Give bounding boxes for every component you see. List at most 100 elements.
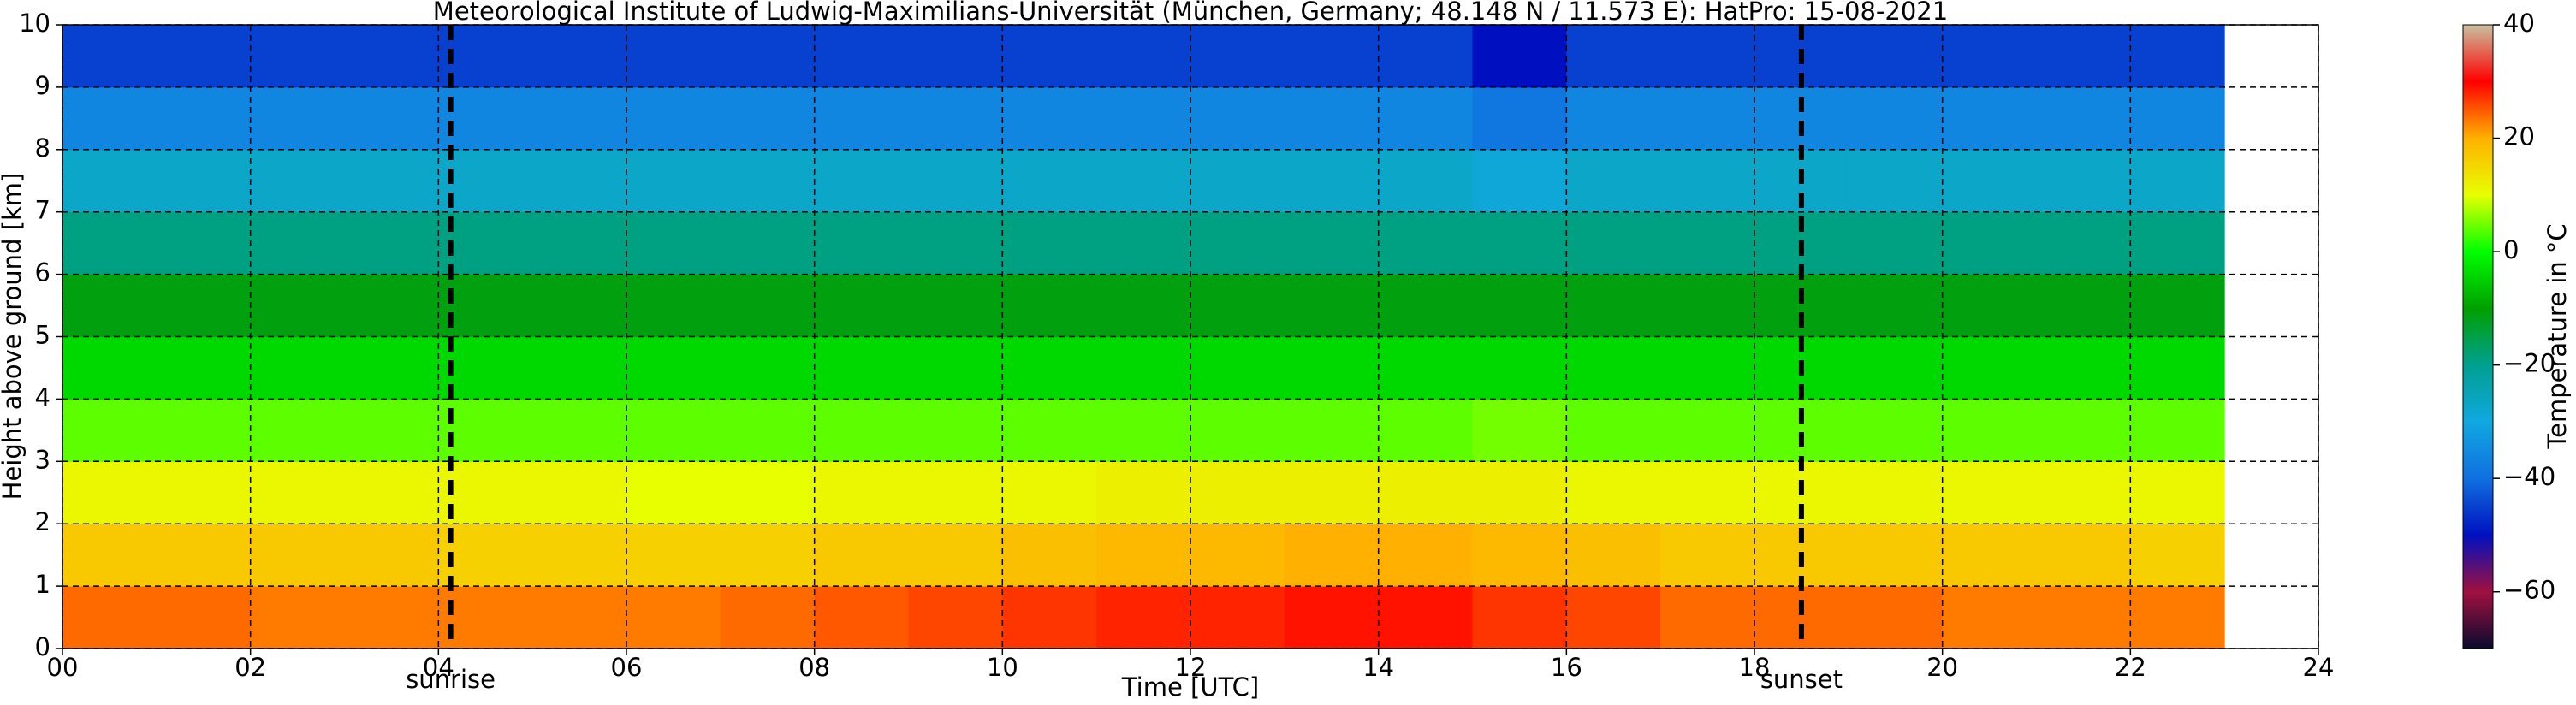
colorbar-label: Temperature in °C <box>2543 223 2572 449</box>
heatmap-cell <box>156 25 252 88</box>
heatmap-cell <box>626 524 721 587</box>
heatmap-cell <box>1096 524 1191 587</box>
heatmap-cell <box>2130 399 2225 462</box>
heatmap-cell <box>1096 25 1191 88</box>
heatmap-cell <box>814 336 909 400</box>
heatmap-cell <box>2130 25 2225 88</box>
heatmap-cell <box>1566 274 1661 337</box>
heatmap-cell <box>1660 524 1755 587</box>
heatmap-cell <box>1002 461 1097 524</box>
heatmap-cell <box>2130 149 2225 213</box>
heatmap-cell <box>626 336 721 400</box>
heatmap-cell <box>1848 149 1944 213</box>
heatmap-cell <box>1190 149 1285 213</box>
heatmap-cell <box>1378 586 1473 649</box>
heatmap-cell <box>438 586 533 649</box>
x-tick-label: 14 <box>1362 653 1394 682</box>
heatmap-cell <box>720 524 816 587</box>
heatmap-cell <box>626 149 721 213</box>
y-tick-label: 6 <box>35 258 50 287</box>
heatmap-cell <box>814 86 909 151</box>
heatmap-cell <box>1378 336 1473 400</box>
heatmap-cell <box>2130 461 2225 524</box>
heatmap-cell <box>1190 336 1285 400</box>
heatmap-cell <box>1660 211 1755 275</box>
heatmap-cell <box>62 211 157 275</box>
heatmap-cell <box>532 336 627 400</box>
y-tick-label: 2 <box>35 507 50 536</box>
y-tick-label: 1 <box>35 570 50 599</box>
heatmap-cell <box>344 586 439 649</box>
heatmap-cell <box>814 399 909 462</box>
heatmap-cell <box>1190 274 1285 337</box>
x-tick-label: 00 <box>47 653 79 682</box>
heatmap-cell <box>1942 336 2037 400</box>
heatmap-cell <box>1284 274 1380 337</box>
heatmap-cell <box>814 25 909 88</box>
heatmap-cell <box>532 274 627 337</box>
heatmap-cell <box>908 399 1003 462</box>
heatmap-cell <box>1472 149 1567 213</box>
heatmap-cell <box>1660 586 1755 649</box>
heatmap-cell <box>1848 274 1944 337</box>
heatmap-cell <box>250 586 345 649</box>
chart-title: Meteorological Institute of Ludwig-Maxim… <box>433 0 1948 26</box>
heatmap-cell <box>532 86 627 151</box>
heatmap-cell <box>250 461 345 524</box>
heatmap-cell <box>2130 211 2225 275</box>
heatmap-cell <box>438 524 533 587</box>
heatmap-cell <box>2130 524 2225 587</box>
heatmap-cell <box>344 149 439 213</box>
heatmap-cell <box>344 86 439 151</box>
heatmap-cell <box>1566 211 1661 275</box>
heatmap-cell <box>1284 25 1380 88</box>
heatmap-cell <box>1660 336 1755 400</box>
heatmap-cell <box>250 25 345 88</box>
heatmap-cell <box>1942 86 2037 151</box>
y-tick-label: 7 <box>35 196 50 225</box>
heatmap-cell <box>250 524 345 587</box>
heatmap-cell <box>1378 86 1473 151</box>
heatmap-cell <box>720 149 816 213</box>
heatmap-cell <box>156 86 252 151</box>
heatmap-cell <box>2036 336 2131 400</box>
heatmap-cell <box>1848 86 1944 151</box>
heatmap-cell <box>626 86 721 151</box>
x-tick-label: 12 <box>1175 653 1207 682</box>
heatmap-cell <box>814 149 909 213</box>
heatmap-cell <box>1472 86 1567 151</box>
heatmap-cell <box>1002 399 1097 462</box>
heatmap-cell <box>1002 586 1097 649</box>
heatmap-cell <box>62 149 157 213</box>
heatmap-cell <box>344 336 439 400</box>
heatmap-cell <box>532 211 627 275</box>
colorbar-tick-label: −60 <box>2503 576 2555 605</box>
colorbar-tick-label: −20 <box>2503 349 2555 378</box>
heatmap-cell <box>626 274 721 337</box>
heatmap-cell <box>2130 586 2225 649</box>
heatmap-cell <box>2130 274 2225 337</box>
heatmap-cell <box>1002 149 1097 213</box>
heatmap-cell <box>1002 524 1097 587</box>
heatmap-cell <box>250 274 345 337</box>
heatmap-cell <box>2036 274 2131 337</box>
heatmap-cell <box>1002 211 1097 275</box>
heatmap-cell <box>1096 336 1191 400</box>
heatmap-cell <box>1284 86 1380 151</box>
heatmap-cell <box>1190 524 1285 587</box>
heatmap-cell <box>1942 274 2037 337</box>
heatmap-cell <box>438 211 533 275</box>
x-tick-label: 02 <box>234 653 266 682</box>
x-tick-label: 24 <box>2303 653 2335 682</box>
heatmap-cell <box>1848 586 1944 649</box>
heatmap-cell <box>2130 86 2225 151</box>
heatmap-cell <box>1660 86 1755 151</box>
heatmap-cell <box>1472 524 1567 587</box>
x-tick-label: 10 <box>987 653 1018 682</box>
heatmap-cell <box>1284 461 1380 524</box>
heatmap-cell <box>1848 211 1944 275</box>
heatmap-cell <box>62 399 157 462</box>
heatmap-cell <box>156 336 252 400</box>
y-tick-label: 0 <box>35 632 50 661</box>
heatmap-cell <box>2036 524 2131 587</box>
